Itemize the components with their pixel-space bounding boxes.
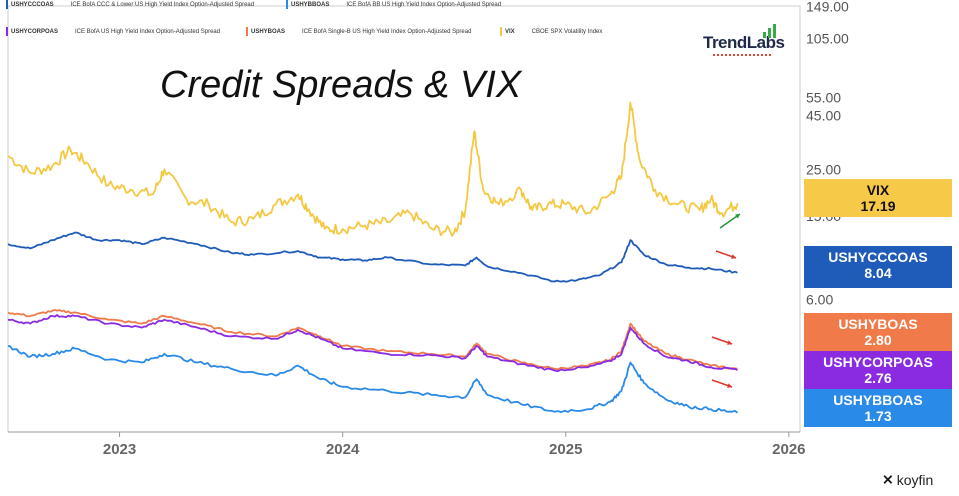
value-badge-bg [804,389,952,427]
value-badge-bg [804,351,952,389]
legend-item-vix[interactable]: VIX CBOE SPX Volatility Index [500,27,602,36]
legend-item-ushycccoas[interactable]: USHYCCCOAS ICE BofA CCC & Lower US High … [6,0,254,9]
legend-swatch [246,27,248,36]
value-badge-value: 2.80 [864,332,891,348]
value-badge-name: USHYBBOAS [833,392,922,408]
legend-code: USHYBBOAS [291,1,330,8]
series-line-ushycccoas [7,231,738,283]
x-tick-label: 2024 [326,441,360,458]
value-badge-value: 17.19 [860,198,895,214]
series-line-ushybboas [7,345,739,414]
legend-code: USHYCORPOAS [11,28,59,35]
legend-code: VIX [505,28,515,35]
series-line-ushycorpoas [7,314,738,373]
value-badge-bg [804,179,952,217]
y-tick-label: 6.00 [806,291,833,307]
y-tick-label: 55.00 [806,89,841,105]
trend-arrow-head [727,340,732,345]
legend-item-ushybboas[interactable]: USHYBBOAS ICE BofA BB US High Yield Inde… [286,0,501,9]
legend-swatch [6,0,8,9]
series-line-ushyboas [7,309,738,371]
signal-dots-icon [713,54,771,56]
series-line-vix [7,101,739,237]
trendlabs-logo: TrendLabs [703,24,785,56]
chart-title: Credit Spreads & VIX [160,64,522,106]
value-badge-name: USHYCCCOAS [828,249,928,265]
value-badge-value: 1.73 [864,408,891,424]
legend-swatch [286,0,288,9]
legend-code: USHYBOAS [251,28,286,35]
x-tick-label: 2026 [772,441,805,458]
value-badge-name: USHYCORPOAS [823,354,933,370]
value-badge-name: VIX [867,182,890,198]
value-badge-value: 8.04 [864,265,891,281]
trend-arrow-head [727,383,732,388]
legend-code: USHYCCCOAS [11,1,54,8]
value-badge-value: 2.76 [864,370,891,386]
legend-swatch [6,27,8,36]
x-tick-label: 2025 [549,441,582,458]
koyfin-icon: ⨯ [882,471,894,487]
trend-arrow-head [735,214,740,219]
legend-desc: ICE BofA CCC & Lower US High Yield Index… [70,1,255,8]
y-tick-label: 25.00 [806,161,841,177]
legend-desc: ICE BofA US High Yield Index Option-Adju… [75,28,221,35]
bar-chart-icon [763,24,776,38]
value-badge-bg [804,313,952,351]
x-tick-label: 2023 [103,441,136,458]
legend-item-ushycorpoas[interactable]: USHYCORPOAS ICE BofA US High Yield Index… [6,27,220,36]
legend-desc: ICE BofA Single-B US High Yield Index Op… [302,28,472,35]
y-tick-label: 149.00 [806,0,849,15]
legend-swatch [500,27,502,36]
koyfin-text: koyfin [896,471,934,488]
legend-desc: CBOE SPX Volatility Index [531,28,603,35]
legend-item-ushyboas[interactable]: USHYBOAS ICE BofA Single-B US High Yield… [246,27,471,36]
y-tick-label: 105.00 [806,31,849,47]
value-badge-name: USHYBOAS [838,316,917,332]
legend-desc: ICE BofA BB US High Yield Index Option-A… [346,1,502,8]
koyfin-watermark: ⨯ koyfin [882,471,933,488]
trend-arrow-head [731,254,736,259]
value-badge-bg [804,246,952,288]
y-tick-label: 45.00 [806,108,841,124]
